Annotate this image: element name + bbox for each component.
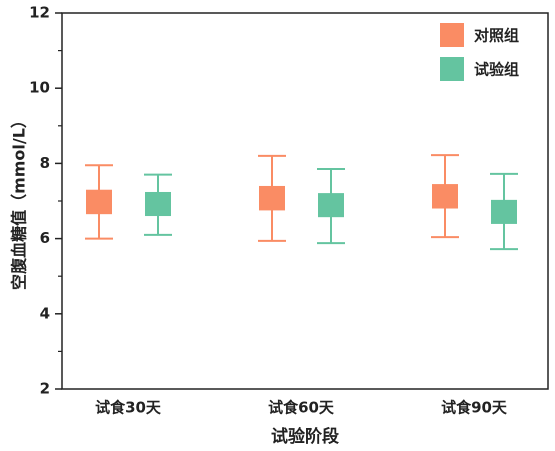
y-tick-label: 4 — [40, 304, 50, 322]
x-tick-label: 试食30天 — [95, 399, 162, 417]
y-tick-label: 6 — [40, 229, 50, 247]
y-tick-label: 8 — [40, 154, 50, 172]
y-axis-label: 空腹血糖值（mmol/L） — [10, 112, 29, 290]
y-tick-label: 10 — [29, 79, 50, 97]
legend-swatch — [440, 57, 464, 81]
box — [86, 189, 112, 215]
box — [145, 191, 171, 217]
legend-label: 试验组 — [474, 61, 519, 79]
box — [432, 184, 458, 209]
x-tick-label: 试食60天 — [268, 399, 335, 417]
box — [318, 193, 344, 218]
box — [259, 185, 285, 211]
x-axis-label: 试验阶段 — [271, 426, 339, 447]
box — [491, 199, 517, 224]
legend-swatch — [440, 23, 464, 47]
x-tick-label: 试食90天 — [441, 399, 508, 417]
legend-label: 对照组 — [474, 27, 519, 45]
y-tick-label: 12 — [29, 4, 50, 22]
y-tick-label: 2 — [40, 380, 50, 398]
